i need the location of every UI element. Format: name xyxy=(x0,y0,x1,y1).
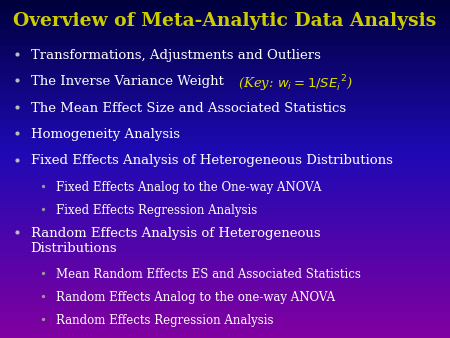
Text: Random Effects Regression Analysis: Random Effects Regression Analysis xyxy=(56,314,274,327)
Text: Transformations, Adjustments and Outliers: Transformations, Adjustments and Outlier… xyxy=(31,49,320,62)
Text: Homogeneity Analysis: Homogeneity Analysis xyxy=(31,128,180,141)
Text: (Key: $w_i = 1/SE_i^{\ 2}$): (Key: $w_i = 1/SE_i^{\ 2}$) xyxy=(238,74,353,94)
Text: The Inverse Variance Weight: The Inverse Variance Weight xyxy=(31,75,240,88)
Text: Random Effects Analog to the one-way ANOVA: Random Effects Analog to the one-way ANO… xyxy=(56,291,335,304)
Text: Mean Random Effects ES and Associated Statistics: Mean Random Effects ES and Associated St… xyxy=(56,268,361,281)
Text: Fixed Effects Analysis of Heterogeneous Distributions: Fixed Effects Analysis of Heterogeneous … xyxy=(31,154,392,167)
Text: Random Effects Analysis of Heterogeneous
Distributions: Random Effects Analysis of Heterogeneous… xyxy=(31,227,320,255)
Text: The Mean Effect Size and Associated Statistics: The Mean Effect Size and Associated Stat… xyxy=(31,102,346,115)
Text: Overview of Meta-Analytic Data Analysis: Overview of Meta-Analytic Data Analysis xyxy=(14,12,436,30)
Text: Fixed Effects Analog to the One-way ANOVA: Fixed Effects Analog to the One-way ANOV… xyxy=(56,181,322,194)
Text: Fixed Effects Regression Analysis: Fixed Effects Regression Analysis xyxy=(56,204,257,217)
